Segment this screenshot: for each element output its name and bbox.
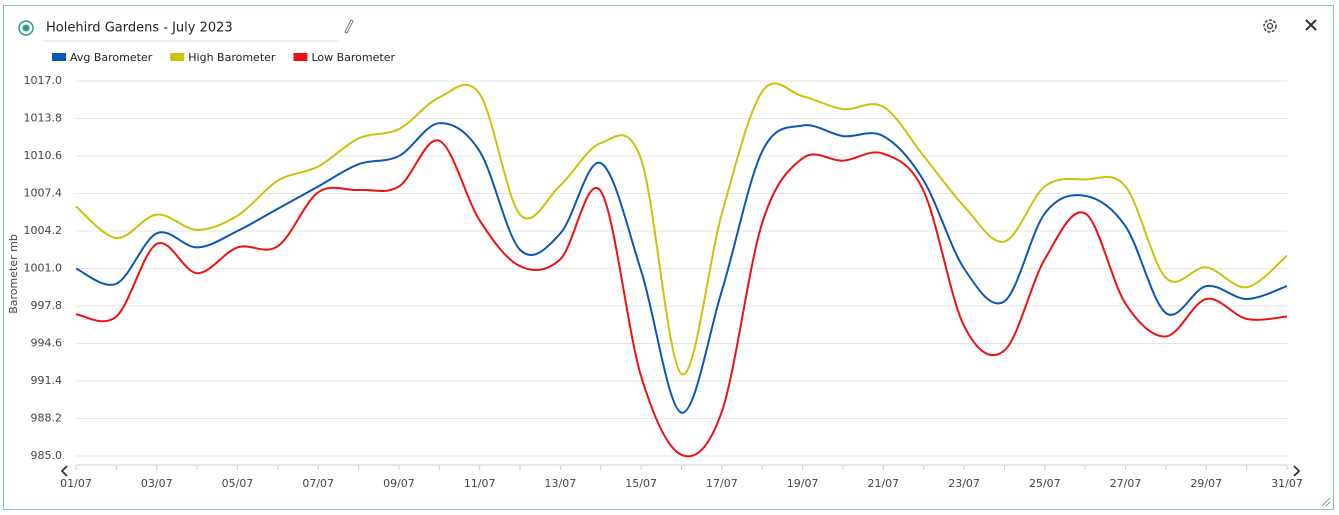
x-tick-label: 15/07 (625, 477, 657, 490)
scroll-left[interactable] (60, 465, 68, 477)
resize-handle[interactable] (1321, 497, 1331, 507)
y-tick-label: 1017.0 (24, 74, 63, 87)
y-tick-label: 1013.8 (24, 112, 63, 125)
y-tick-label: 1001.0 (24, 262, 63, 275)
edit-icon[interactable] (344, 19, 354, 34)
legend-swatch (52, 53, 66, 61)
series-line (75, 122, 1288, 414)
y-tick-label: 988.2 (31, 412, 63, 425)
x-tick-label: 01/07 (60, 477, 92, 490)
y-tick-label: 985.0 (31, 449, 63, 462)
close-icon[interactable] (1305, 19, 1317, 31)
x-tick-label: 29/07 (1190, 477, 1222, 490)
y-tick-label: 1010.6 (24, 149, 63, 162)
status-dot (22, 24, 30, 32)
y-tick-label: 997.8 (31, 299, 63, 312)
x-tick-label: 31/07 (1271, 477, 1303, 490)
scroll-right[interactable] (1293, 465, 1301, 477)
y-tick-label: 1004.2 (24, 224, 63, 237)
status-icon[interactable] (18, 20, 34, 36)
x-tick-label: 19/07 (787, 477, 819, 490)
legend-swatch (293, 53, 308, 61)
x-tick-label: 11/07 (464, 477, 496, 490)
y-axis-label: Barometer mb (7, 234, 20, 314)
chart-title[interactable]: Holehird Gardens - July 2023 (46, 21, 233, 36)
x-tick-label: 25/07 (1029, 477, 1061, 490)
legend-label: Avg Barometer (70, 51, 153, 64)
x-tick-label: 27/07 (1110, 477, 1142, 490)
chart: Holehird Gardens - July 2023 Barometer m… (7, 19, 1331, 507)
series-line (75, 139, 1288, 458)
legend-label: Low Barometer (311, 51, 395, 64)
series-line (75, 82, 1288, 375)
legend-swatch (170, 53, 185, 61)
x-tick-label: 03/07 (141, 477, 173, 490)
x-tick-label: 05/07 (222, 477, 254, 490)
x-tick-label: 23/07 (948, 477, 980, 490)
y-tick-label: 1007.4 (24, 187, 63, 200)
x-tick-label: 09/07 (383, 477, 415, 490)
settings-icon[interactable] (1263, 19, 1277, 33)
y-tick-label: 991.4 (31, 374, 63, 387)
x-tick-label: 13/07 (545, 477, 577, 490)
x-tick-label: 17/07 (706, 477, 738, 490)
x-tick-label: 21/07 (867, 477, 899, 490)
y-tick-label: 994.6 (31, 337, 63, 350)
widget-card: Holehird Gardens - July 2023 Barometer m… (3, 5, 1334, 510)
legend-label: High Barometer (188, 51, 276, 64)
x-tick-label: 07/07 (302, 477, 334, 490)
